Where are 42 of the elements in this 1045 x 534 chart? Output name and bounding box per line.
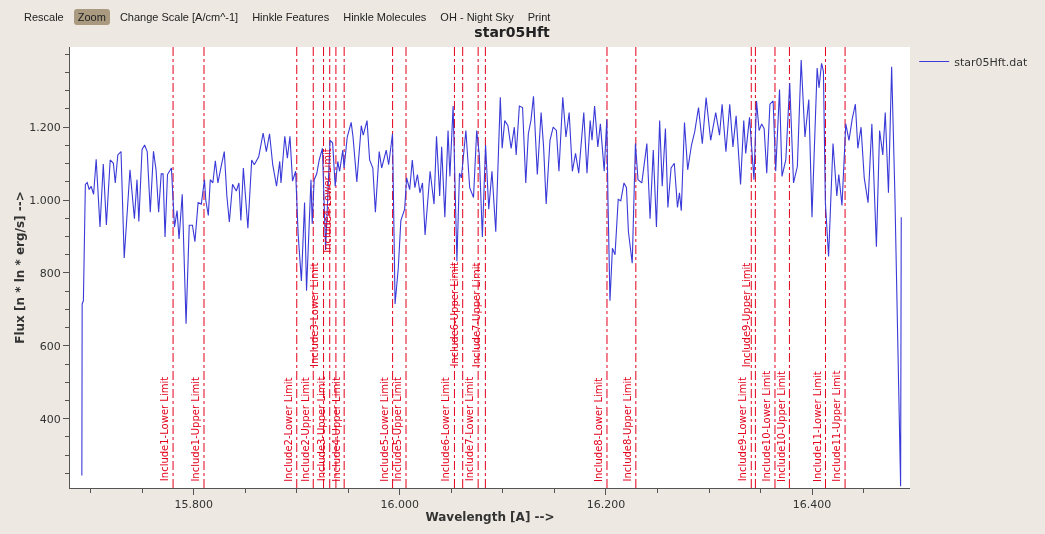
ref-line-label: Include6-Lower Limit [440, 377, 452, 482]
text: Hinkle Features [251, 10, 331, 25]
ref-line-label: Include11-Upper Limit [831, 370, 843, 482]
ref-line-label: Include6-Upper Limit [448, 261, 460, 367]
ref-line-label: Include10-Upper Limit [775, 370, 787, 482]
ref-line-label: Include5-Upper Limit [392, 376, 404, 482]
y-tick-label: 600 [39, 339, 61, 353]
ref-line-label: Include9-Lower Limit [737, 376, 749, 482]
y-axis-title: Flux [n * ln * erg/s] --> [13, 191, 28, 344]
x-tick-label: 16.200 [586, 498, 626, 512]
ref-line-label: Include5-Lower Limit [378, 377, 390, 482]
ref-line-label: Include11-Lower Limit [811, 371, 823, 483]
ref-line-label: Include3-Lower Limit [309, 262, 321, 367]
text: Zoom [73, 9, 110, 25]
text: Rescale [23, 10, 65, 25]
ref-line-label: Include7-Lower Limit [464, 376, 476, 482]
y-tick-label: 1.000 [29, 193, 61, 207]
text: Print [526, 10, 552, 25]
ref-line-label: Include1-Upper Limit [190, 376, 202, 482]
ref-line-label: Include3-Upper Limit [316, 376, 328, 482]
ref-line-label: Include8-Upper Limit [622, 376, 634, 482]
x-tick-label: 15.800 [174, 498, 213, 512]
ref-line-label: Include2-Lower Limit [282, 377, 294, 482]
text: OH - Night Sky [439, 10, 515, 25]
ref-line-label: Include9-Upper Limit [741, 262, 753, 368]
x-tick-label: 16.000 [380, 498, 420, 512]
x-tick-label: 16.400 [792, 498, 832, 512]
chart-title: star05Hft [474, 23, 551, 40]
ref-line-label: Include4-Upper Limit [330, 377, 342, 482]
ref-line-label: Include8-Lower Limit [592, 377, 604, 483]
y-tick-label: 1.200 [29, 121, 61, 135]
y-tick-label: 400 [39, 412, 61, 426]
ref-line-label: Include10-Lower Limit [761, 370, 773, 482]
legend-label: star05Hft.dat [954, 55, 1028, 69]
text: Change Scale [A/cm^-1] [118, 10, 240, 25]
ref-line-label: Include2-Upper Limit [299, 377, 311, 482]
y-tick-label: 800 [39, 266, 61, 280]
x-axis-title: Wavelength [A] --> [425, 510, 555, 525]
ref-line-label: Include7-Upper Limit [471, 262, 483, 368]
ref-line-label: Include4-Lower Limit [322, 148, 334, 253]
text: Hinkle Molecules [342, 10, 428, 25]
ref-line-label: Include1-Lower Limit [158, 376, 170, 482]
